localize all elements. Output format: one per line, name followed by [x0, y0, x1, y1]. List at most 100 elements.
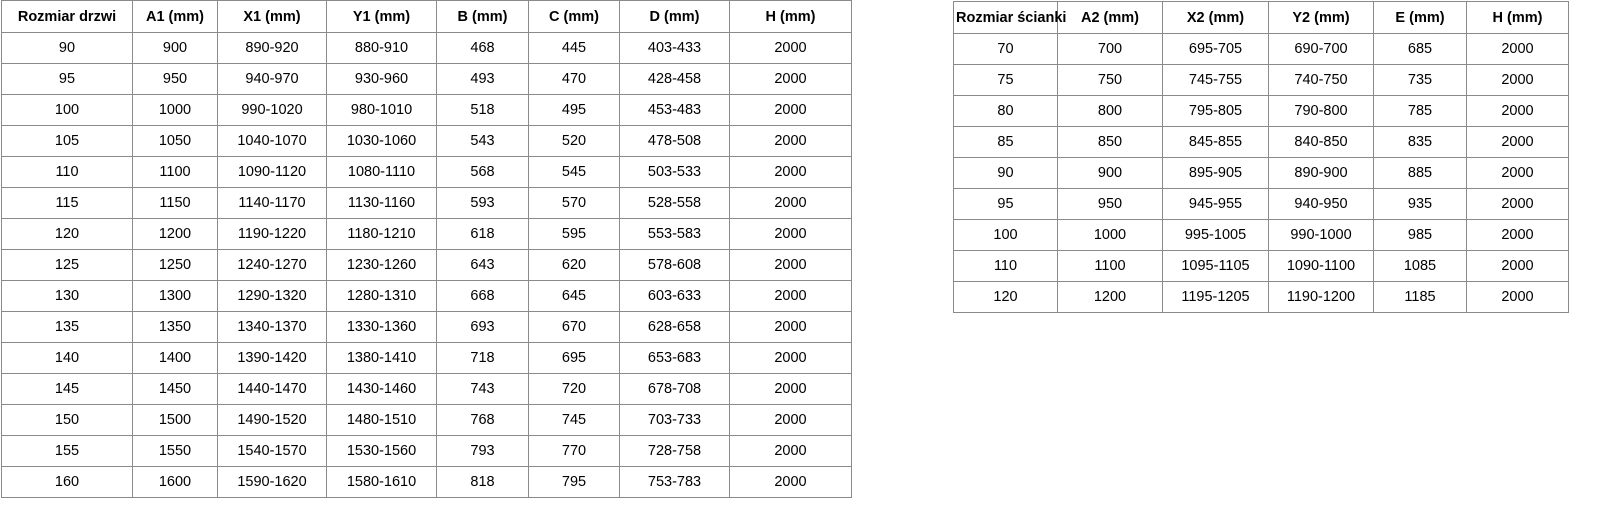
wall-cell: 695-705: [1162, 33, 1269, 65]
door-cell: 1050: [132, 125, 218, 157]
wall-cell: 685: [1373, 33, 1467, 65]
wall-cell: 885: [1373, 157, 1467, 189]
door-cell: 493: [436, 63, 529, 95]
door-cell: 105: [1, 125, 133, 157]
door-cell: 1450: [132, 373, 218, 405]
table-row: 115 1150 1140-1170 1130-1160 593 570 528-558 20…: [1, 187, 852, 219]
door-cell: 2000: [729, 63, 852, 95]
column-header-a1: A1 (mm): [132, 0, 218, 33]
door-cell: 2000: [729, 125, 852, 157]
door-cell: 130: [1, 280, 133, 312]
door-cell: 135: [1, 311, 133, 343]
door-table-body: 90 900 890-920 880-910 468 445 403-433 2000 95 95…: [1, 32, 852, 498]
column-header-x2: X2 (mm): [1162, 1, 1269, 34]
column-header-c: C (mm): [528, 0, 620, 33]
door-cell: 1330-1360: [326, 311, 437, 343]
door-cell: 1090-1120: [217, 156, 327, 188]
door-cell: 1140-1170: [217, 187, 327, 219]
door-cell: 795: [528, 466, 620, 498]
door-cell: 793: [436, 435, 529, 467]
wall-cell: 80: [953, 95, 1058, 127]
door-cell: 990-1020: [217, 94, 327, 126]
door-cell: 900: [132, 32, 218, 64]
door-cell: 2000: [729, 435, 852, 467]
column-header-h: H (mm): [1466, 1, 1569, 34]
wall-cell: 1195-1205: [1162, 281, 1269, 313]
table-row: 105 1050 1040-1070 1030-1060 543 520 478-508 20…: [1, 125, 852, 157]
door-cell: 545: [528, 156, 620, 188]
door-cell: 2000: [729, 187, 852, 219]
column-header-b: B (mm): [436, 0, 529, 33]
column-header-y1: Y1 (mm): [326, 0, 437, 33]
door-cell: 718: [436, 342, 529, 374]
door-cell: 1580-1610: [326, 466, 437, 498]
wall-cell: 1000: [1057, 219, 1163, 251]
table-row: 95 950 945-955 940-950 935 2000: [953, 188, 1569, 220]
table-header-row: Rozmiar ścianki A2 (mm) X2 (mm) Y2 (mm) …: [953, 1, 1569, 34]
table-row: 145 1450 1440-1470 1430-1460 743 720 678-708 20…: [1, 373, 852, 405]
door-cell: 1480-1510: [326, 404, 437, 436]
table-header-row: Rozmiar drzwi A1 (mm) X1 (mm) Y1 (mm) B …: [1, 0, 852, 33]
wall-cell: 2000: [1466, 64, 1569, 96]
door-cell: 1180-1210: [326, 218, 437, 250]
door-cell: 950: [132, 63, 218, 95]
door-cell: 1390-1420: [217, 342, 327, 374]
door-cell: 653-683: [619, 342, 730, 374]
door-cell: 1550: [132, 435, 218, 467]
door-cell: 720: [528, 373, 620, 405]
door-cell: 1130-1160: [326, 187, 437, 219]
wall-cell: 700: [1057, 33, 1163, 65]
wall-cell: 940-950: [1268, 188, 1374, 220]
wall-cell: 2000: [1466, 33, 1569, 65]
table-row: 135 1350 1340-1370 1330-1360 693 670 628-658 20…: [1, 311, 852, 343]
table-row: 160 1600 1590-1620 1580-1610 818 795 753-783 20…: [1, 466, 852, 498]
door-cell: 445: [528, 32, 620, 64]
door-cell: 603-633: [619, 280, 730, 312]
door-cell: 468: [436, 32, 529, 64]
wall-cell: 2000: [1466, 95, 1569, 127]
door-cell: 125: [1, 249, 133, 281]
table-row: 150 1500 1490-1520 1480-1510 768 745 703-733 20…: [1, 404, 852, 436]
wall-cell: 70: [953, 33, 1058, 65]
wall-cell: 690-700: [1268, 33, 1374, 65]
wall-cell: 85: [953, 126, 1058, 158]
door-cell: 1000: [132, 94, 218, 126]
column-header-a2: A2 (mm): [1057, 1, 1163, 34]
door-cell: 1440-1470: [217, 373, 327, 405]
door-cell: 90: [1, 32, 133, 64]
door-cell: 1380-1410: [326, 342, 437, 374]
wall-cell: 835: [1373, 126, 1467, 158]
wall-cell: 75: [953, 64, 1058, 96]
door-cell: 1040-1070: [217, 125, 327, 157]
door-cell: 693: [436, 311, 529, 343]
wall-cell: 795-805: [1162, 95, 1269, 127]
door-cell: 1240-1270: [217, 249, 327, 281]
door-cell: 668: [436, 280, 529, 312]
door-cell: 880-910: [326, 32, 437, 64]
table-row: 100 1000 990-1020 980-1010 518 495 453-483 2000: [1, 94, 852, 126]
column-header-x1: X1 (mm): [217, 0, 327, 33]
door-cell: 980-1010: [326, 94, 437, 126]
wall-cell: 2000: [1466, 157, 1569, 189]
door-cell: 155: [1, 435, 133, 467]
wall-cell: 1095-1105: [1162, 250, 1269, 282]
door-cell: 618: [436, 218, 529, 250]
door-cell: 745: [528, 404, 620, 436]
table-row: 80 800 795-805 790-800 785 2000: [953, 95, 1569, 127]
door-cell: 160: [1, 466, 133, 498]
table-row: 125 1250 1240-1270 1230-1260 643 620 578-608 20…: [1, 249, 852, 281]
wall-cell: 990-1000: [1268, 219, 1374, 251]
wall-cell: 120: [953, 281, 1058, 313]
table-row: 140 1400 1390-1420 1380-1410 718 695 653-683 20…: [1, 342, 852, 374]
wall-panel-dimensions-table: Rozmiar ścianki A2 (mm) X2 (mm) Y2 (mm) …: [953, 1, 1569, 313]
door-cell: 578-608: [619, 249, 730, 281]
table-row: 155 1550 1540-1570 1530-1560 793 770 728-758 20…: [1, 435, 852, 467]
door-cell: 2000: [729, 280, 852, 312]
door-cell: 743: [436, 373, 529, 405]
door-cell: 1530-1560: [326, 435, 437, 467]
wall-cell: 840-850: [1268, 126, 1374, 158]
door-cell: 670: [528, 311, 620, 343]
wall-cell: 2000: [1466, 219, 1569, 251]
door-cell: 940-970: [217, 63, 327, 95]
door-cell: 770: [528, 435, 620, 467]
